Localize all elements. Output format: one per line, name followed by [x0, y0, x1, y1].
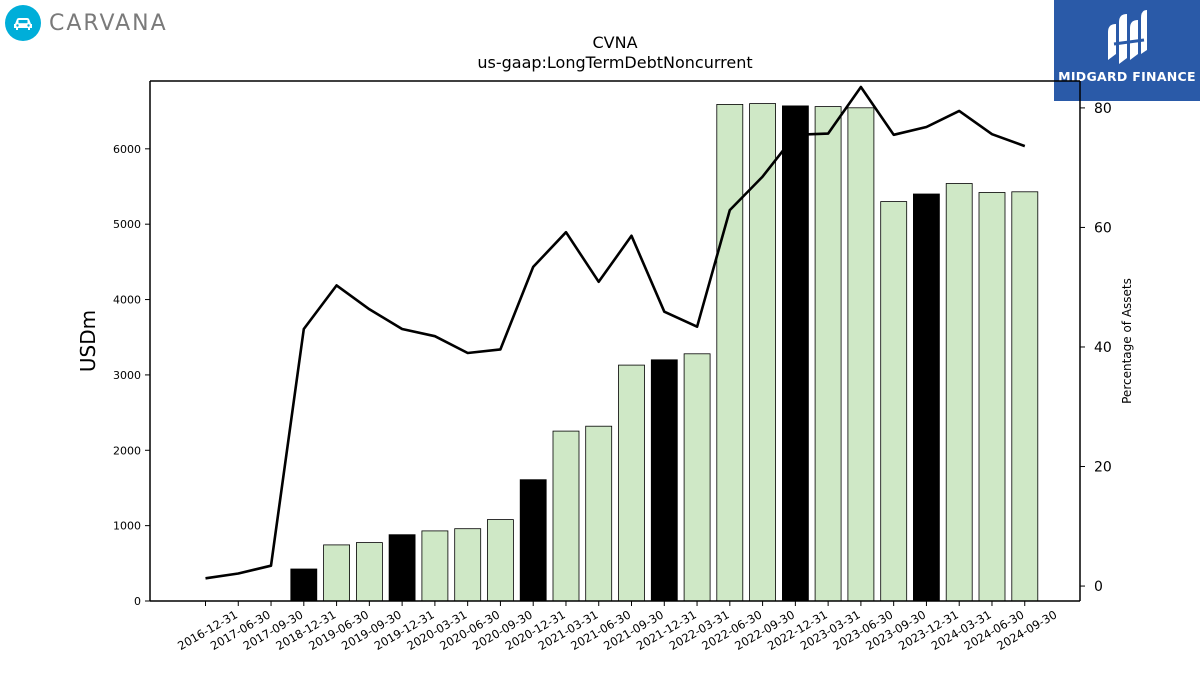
y2-tick-label: 80: [1094, 101, 1112, 117]
midgard-wordmark: MIDGARD FINANCE: [1058, 69, 1196, 84]
bar-2019-12-31: [388, 534, 416, 602]
y-tick-label: 5000: [113, 218, 141, 231]
midgard-finance-logo: MIDGARD FINANCE: [1054, 0, 1200, 101]
percentage-of-assets-line: [205, 85, 1026, 580]
car-icon: [5, 5, 41, 41]
bar-2020-12-31: [519, 479, 547, 602]
bar-2022-03-31: [683, 353, 711, 602]
bar-2019-09-30: [355, 542, 383, 602]
y-axis-label: USDm: [76, 310, 100, 372]
bar-2023-12-31: [913, 193, 940, 602]
bar-2020-09-30: [486, 519, 514, 602]
bar-2019-06-30: [323, 544, 351, 602]
bar-2022-06-30: [716, 104, 744, 602]
bars-group: [290, 103, 1039, 602]
bar-2021-06-30: [585, 425, 613, 602]
bar-2023-03-31: [814, 106, 842, 602]
bar-2020-06-30: [454, 528, 482, 602]
bar-2022-12-31: [782, 105, 809, 602]
line-group: [205, 85, 1026, 580]
y-tick-label: 6000: [113, 143, 141, 156]
y-tick-label: 3000: [113, 369, 141, 382]
y-tick-label: 4000: [113, 294, 141, 307]
bar-2021-03-31: [552, 430, 580, 602]
carvana-logo: CARVANA: [5, 5, 168, 41]
bar-2020-03-31: [421, 530, 449, 602]
chart-title: CVNA: [592, 33, 637, 52]
y2-tick-label: 20: [1094, 460, 1112, 476]
midgard-emblem-icon: [1108, 10, 1147, 64]
bar-2023-06-30: [847, 107, 875, 602]
bar-2021-09-30: [618, 364, 645, 602]
bar-2024-09-30: [1011, 191, 1039, 602]
y2-tick-label: 0: [1094, 579, 1103, 595]
y-tick-label: 1000: [113, 520, 141, 533]
y-tick-label: 2000: [113, 444, 141, 457]
bar-2023-09-30: [880, 201, 908, 602]
chart-subtitle: us-gaap:LongTermDebtNoncurrent: [477, 53, 752, 72]
y-tick-label: 0: [134, 595, 141, 608]
bar-2021-12-31: [650, 359, 678, 602]
y2-tick-label: 60: [1094, 220, 1112, 236]
y2-tick-label: 40: [1094, 340, 1112, 356]
bar-2024-06-30: [978, 192, 1006, 602]
bar-2024-03-31: [945, 183, 973, 602]
bar-2018-12-31: [290, 568, 318, 602]
y2-axis-label: Percentage of Assets: [1120, 278, 1134, 404]
carvana-wordmark: CARVANA: [49, 10, 168, 36]
